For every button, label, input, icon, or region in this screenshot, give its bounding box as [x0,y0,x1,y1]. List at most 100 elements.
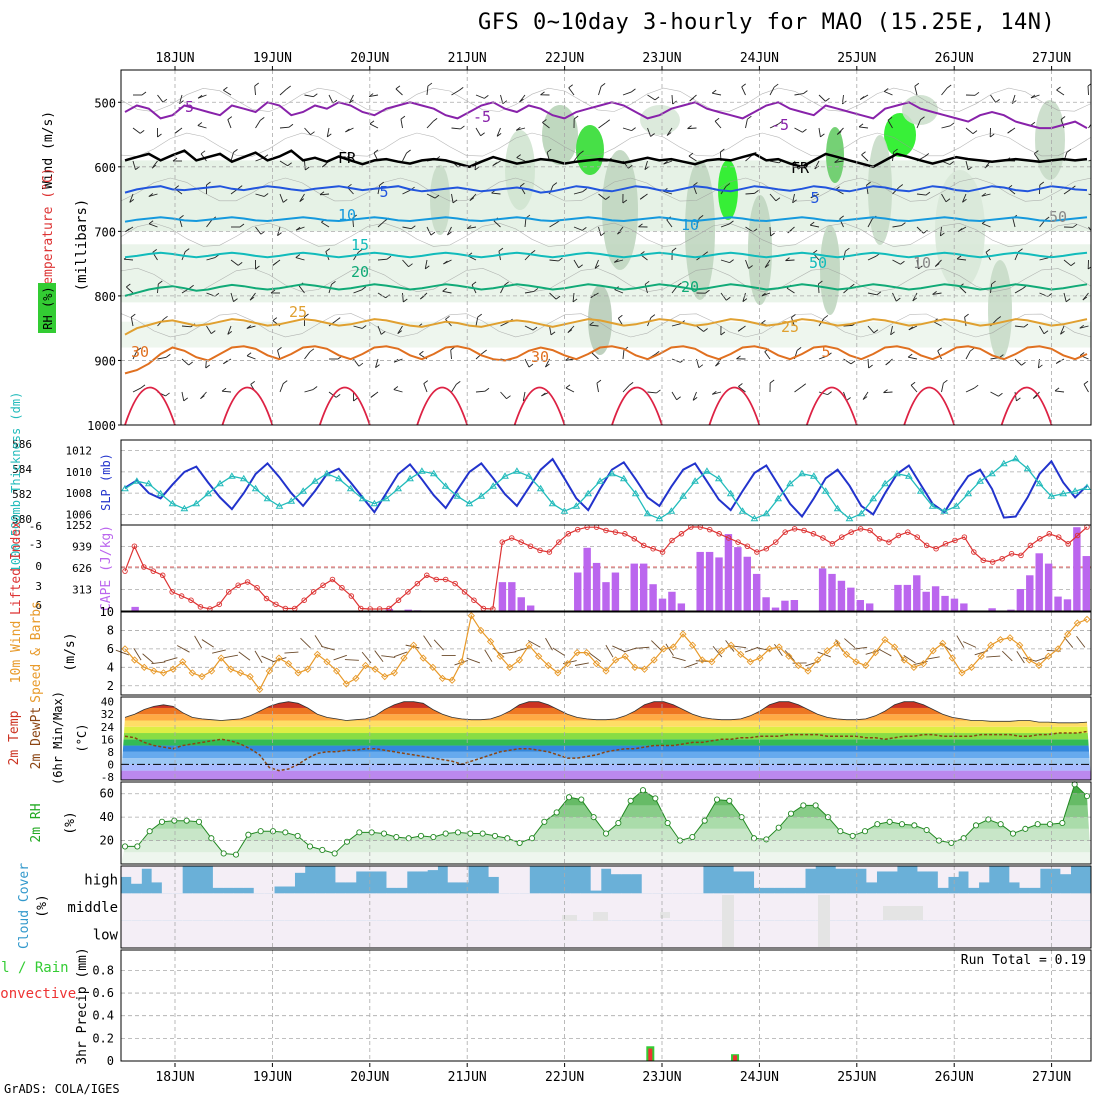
cloud-cell-middle [498,893,510,921]
thickness-marker [132,477,141,484]
cloud-cell-high [161,866,173,894]
cloud-cell-high [121,866,132,877]
wind-speed-marker [746,658,754,666]
cloud-cell-low [263,920,275,948]
rh-axis-label: RH (%) [41,286,55,329]
cloud-cell-high [212,866,224,888]
wind-barb [326,127,330,137]
lifted-index-marker [169,589,175,595]
wind-barb-flag [496,132,502,137]
cloud-cell-low [733,920,745,948]
thickness-marker [180,504,189,512]
cloud-cell-low [866,920,877,948]
cloud-cell-low [284,920,295,948]
wind-barb [230,259,239,266]
thickness-axis-label: 1000-500mb Thickness (dm) [9,392,23,573]
wind-barb-flag [369,120,375,125]
wind-barb [450,349,452,360]
lifted-index-marker [820,535,826,541]
cloud-cell-middle [621,893,632,921]
wind-barb-flag [162,98,168,103]
wind-barb-flag [692,396,698,401]
wind-barb-flag [246,352,252,357]
wind-speed-marker [419,654,427,662]
wind-barb [720,223,730,228]
lifted-index-marker [556,539,562,545]
wind-barb [982,223,991,228]
cloud-cell-low [315,920,326,948]
isotherm-35-arc [903,386,956,425]
lifted-index-marker [848,529,854,535]
wind-barb [573,226,583,231]
precip-tick-label: 0.4 [92,1009,114,1023]
slp-tick-label: 1008 [66,487,93,500]
rh-contour-fill [820,225,840,315]
wind-barb-flag [572,298,578,303]
wind-frame [120,611,1092,696]
wind-barb [227,325,232,335]
cloud-gap [562,915,577,921]
lifted-index-marker [905,529,911,535]
cloud-cell-middle [539,893,551,921]
wind-speed-marker [448,676,456,684]
wind-barb [990,94,997,103]
wind-barb-flag [814,165,820,170]
lifted-index-marker [244,579,251,585]
cloud-cell-low [743,920,755,948]
wind-barb [524,290,534,294]
rh-contour-line [121,87,1091,113]
cloud-cell-high [509,866,520,894]
wind-barb [614,259,624,263]
temp-color-band [121,764,1091,771]
thickness-marker [1083,483,1091,490]
cape-bar [1035,553,1043,611]
rh2m-marker [134,843,141,850]
thickness-marker [928,502,937,509]
date-label-top: 21JUN [448,51,487,66]
rh2m-marker [800,802,807,809]
thickness-marker [299,487,308,494]
rh-area [121,784,1091,864]
cloud-row-label-high: high [84,873,118,889]
wind-barb-flag [754,190,759,194]
cloud-cell-middle [427,893,438,921]
wind10m-axis-label-1: 10m Wind [9,621,24,684]
rh2m-marker [158,818,166,825]
rh2m-marker [405,835,412,842]
thickness-marker [1023,464,1032,472]
thickness-marker [370,499,379,507]
wind-barb-10m [684,662,698,669]
pressure-tick-label: 700 [94,225,116,239]
wind-barb [129,193,134,203]
rh2m-marker [750,835,758,842]
rh2m-marker [306,843,314,850]
wind-speed-marker [409,641,418,649]
thickness-marker [726,489,735,497]
wind-barb [426,86,429,96]
thickness-marker [1059,489,1068,497]
cape-bar [818,568,827,611]
wind-barb-flag [1072,223,1078,228]
wind-barb [516,127,526,131]
date-label-top: 27JUN [1032,51,1071,66]
wind-barb [223,89,232,96]
wind-barb [867,292,877,296]
thickness-marker [1071,487,1080,494]
isotherm-15 [124,251,1088,259]
wind-barb-flag [943,379,948,384]
wind-barb [867,218,873,228]
temp-color-band [121,751,1091,759]
wind-barb-10m [612,645,626,653]
precip-convective-bar [733,1055,738,1061]
lifted-index-marker [565,531,572,537]
wind-barb-flag [400,115,406,120]
wind-barb-flag [312,386,318,390]
cloud-cell-low [927,920,939,948]
rh-contour-fill [602,150,638,270]
wind-barb [206,219,213,228]
wind-barb-10m [514,647,529,652]
wind-barb-flag [200,150,206,155]
wind-barb-flag [628,382,634,386]
thickness-marker [869,494,878,502]
wind-barb-flag [666,132,672,136]
